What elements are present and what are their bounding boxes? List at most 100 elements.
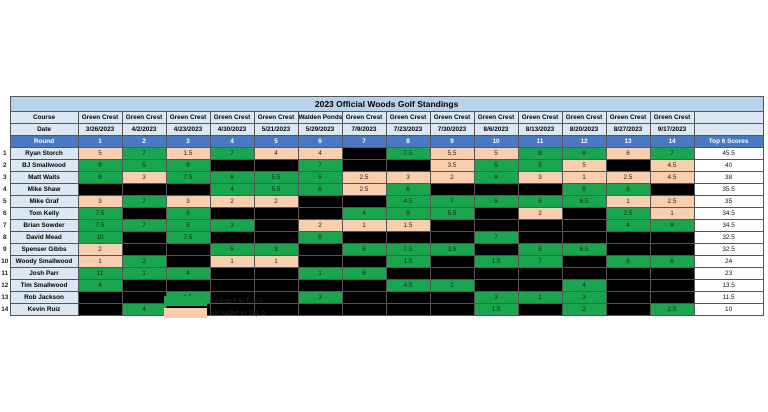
score-absent xyxy=(473,267,519,280)
score-included: 7.5 xyxy=(77,219,123,232)
score-included: 1 xyxy=(121,267,167,280)
score-absent xyxy=(341,303,387,316)
score-absent xyxy=(517,279,563,292)
score-included: 6 xyxy=(297,183,343,196)
player-name: BJ Smallwood xyxy=(9,159,79,172)
top6-total: 35 xyxy=(693,195,764,208)
score-included: 6 xyxy=(209,171,255,184)
score-absent xyxy=(121,183,167,196)
row-index-spacer xyxy=(0,135,10,148)
score-absent xyxy=(209,279,255,292)
score-absent xyxy=(121,279,167,292)
round-number: 2 xyxy=(121,135,167,148)
score-excluded: 1 xyxy=(253,255,299,268)
score-absent xyxy=(385,231,431,244)
rank-number: 6 xyxy=(0,207,10,220)
round-number: 8 xyxy=(385,135,431,148)
score-included: 5 xyxy=(121,159,167,172)
score-absent xyxy=(209,267,255,280)
player-name: Tim Smallwood xyxy=(9,279,79,292)
score-absent xyxy=(517,267,563,280)
score-excluded: 3 xyxy=(121,171,167,184)
legend-item: Included in Top 6 xyxy=(164,295,265,307)
score-included: 3 xyxy=(209,219,255,232)
score-absent xyxy=(253,303,299,316)
top6-header: Top 6 Scores xyxy=(693,135,764,148)
score-absent xyxy=(297,195,343,208)
score-excluded: 5 xyxy=(473,147,519,160)
round-number: 12 xyxy=(561,135,607,148)
score-included: 6 xyxy=(77,171,123,184)
score-included: 2.5 xyxy=(649,303,695,316)
score-absent xyxy=(121,291,167,304)
score-absent xyxy=(209,303,255,316)
score-absent xyxy=(165,255,211,268)
score-absent xyxy=(561,255,607,268)
score-excluded: 1 xyxy=(649,207,695,220)
score-included: 4 xyxy=(561,279,607,292)
player-name: Josh Parr xyxy=(9,267,79,280)
title-row: 2023 Official Woods Golf Standings xyxy=(0,96,764,112)
player-row: 9 Spenser Gibbs 2 5 3 5 7.5 3.5 5 6.5 32.5 xyxy=(0,243,764,256)
score-included: 3 xyxy=(297,291,343,304)
score-excluded: 2.5 xyxy=(649,195,695,208)
score-excluded: 5.5 xyxy=(429,147,475,160)
score-included: 6 xyxy=(605,183,651,196)
score-included: 5 xyxy=(165,219,211,232)
score-included: 5 xyxy=(209,243,255,256)
score-included: 3 xyxy=(561,291,607,304)
score-absent xyxy=(605,243,651,256)
score-absent xyxy=(561,231,607,244)
rank-number: 9 xyxy=(0,243,10,256)
player-row: 8 David Mead 10 7.5 8 7 32.5 xyxy=(0,231,764,244)
score-absent xyxy=(429,219,475,232)
rank-number: 7 xyxy=(0,219,10,232)
player-name: Mike Shaw xyxy=(9,183,79,196)
score-absent xyxy=(605,279,651,292)
player-name: Brian Sowder xyxy=(9,219,79,232)
player-name: Spenser Gibbs xyxy=(9,243,79,256)
score-included: 1 xyxy=(517,291,563,304)
player-name: Mike Graf xyxy=(9,195,79,208)
date-cell: 4/30/2023 xyxy=(209,123,255,136)
date-cell: 8/27/2023 xyxy=(605,123,651,136)
score-included: 6 xyxy=(649,255,695,268)
score-included: 7.5 xyxy=(77,207,123,220)
rank-number: 14 xyxy=(0,303,10,316)
round-row: Round 1 2 3 4 5 6 7 8 9 10 11 12 13 14 Top 6 Scores xyxy=(0,135,764,148)
score-absent xyxy=(429,183,475,196)
score-included: 5.5 xyxy=(429,207,475,220)
score-absent xyxy=(209,159,255,172)
course-blank xyxy=(693,111,764,124)
score-absent xyxy=(473,207,519,220)
score-included: 7 xyxy=(473,231,519,244)
score-excluded: 1 xyxy=(209,255,255,268)
score-excluded: 2.5 xyxy=(605,171,651,184)
top6-total: 23 xyxy=(693,267,764,280)
score-excluded: 2.5 xyxy=(341,183,387,196)
score-excluded: 2 xyxy=(253,195,299,208)
player-name: Woody Smallwood xyxy=(9,255,79,268)
score-included: 7 xyxy=(297,159,343,172)
score-included: 3.5 xyxy=(429,243,475,256)
score-absent xyxy=(253,291,299,304)
score-included: 5 xyxy=(517,159,563,172)
player-row: 6 Tom Kelly 7.5 6 4 9 5.5 2 2.5 1 34.5 xyxy=(0,207,764,220)
score-included: 1 xyxy=(429,279,475,292)
date-cell: 5/29/2023 xyxy=(297,123,343,136)
score-included: 6.5 xyxy=(561,243,607,256)
course-cell: Green Crest xyxy=(77,111,123,124)
course-cell: Green Crest xyxy=(561,111,607,124)
row-index-spacer xyxy=(0,96,10,112)
score-included: 3 xyxy=(253,243,299,256)
score-absent xyxy=(165,243,211,256)
course-cell: Green Crest xyxy=(473,111,519,124)
score-absent xyxy=(121,207,167,220)
rank-number: 12 xyxy=(0,279,10,292)
course-cell: Green Crest xyxy=(605,111,651,124)
score-included: 8 xyxy=(561,183,607,196)
rank-number: 1 xyxy=(0,147,10,160)
rank-number: 11 xyxy=(0,267,10,280)
course-cell: Green Crest xyxy=(385,111,431,124)
score-absent xyxy=(649,231,695,244)
